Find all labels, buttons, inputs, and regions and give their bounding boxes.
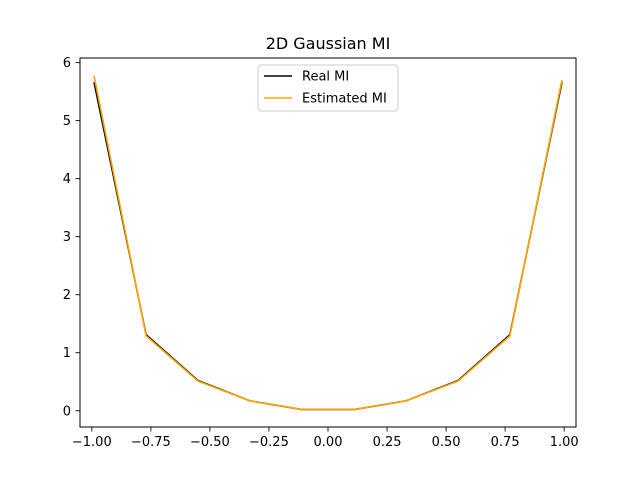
x-tick-label: 0.00 bbox=[314, 435, 343, 450]
legend-box bbox=[257, 64, 399, 112]
y-tick-label: 1 bbox=[63, 346, 71, 361]
series-layer bbox=[93, 75, 563, 411]
y-tick-label: 0 bbox=[63, 404, 71, 419]
plot-frame bbox=[79, 57, 577, 428]
x-tick-label: 0.25 bbox=[373, 435, 402, 450]
x-tick-label: 0.75 bbox=[491, 435, 520, 450]
x-tick-label: −0.50 bbox=[190, 435, 230, 450]
series-line-0 bbox=[93, 82, 563, 411]
x-tick-label: −0.75 bbox=[131, 435, 171, 450]
legend-label-0: Real MI bbox=[302, 70, 349, 85]
x-tick-label: 0.50 bbox=[432, 435, 461, 450]
y-tick-label: 5 bbox=[63, 114, 71, 129]
axes-layer: −1.00 −0.75 −0.50 −0.25 0.00 0.25 0.50 0.75 1.00… bbox=[63, 56, 579, 450]
y-tick-label: 2 bbox=[63, 288, 71, 303]
x-tick-label: 1.00 bbox=[550, 435, 579, 450]
x-tick-label: −1.00 bbox=[72, 435, 112, 450]
y-tick-label: 6 bbox=[63, 56, 71, 71]
series-line-1 bbox=[93, 75, 563, 411]
legend-label-1: Estimated MI bbox=[302, 92, 387, 107]
y-tick-label: 3 bbox=[63, 230, 71, 245]
y-tick-label: 4 bbox=[63, 172, 71, 187]
chart-title: 2D Gaussian MI bbox=[266, 34, 391, 53]
legend: Real MI Estimated MI bbox=[257, 64, 399, 112]
x-tick-label: −0.25 bbox=[249, 435, 289, 450]
